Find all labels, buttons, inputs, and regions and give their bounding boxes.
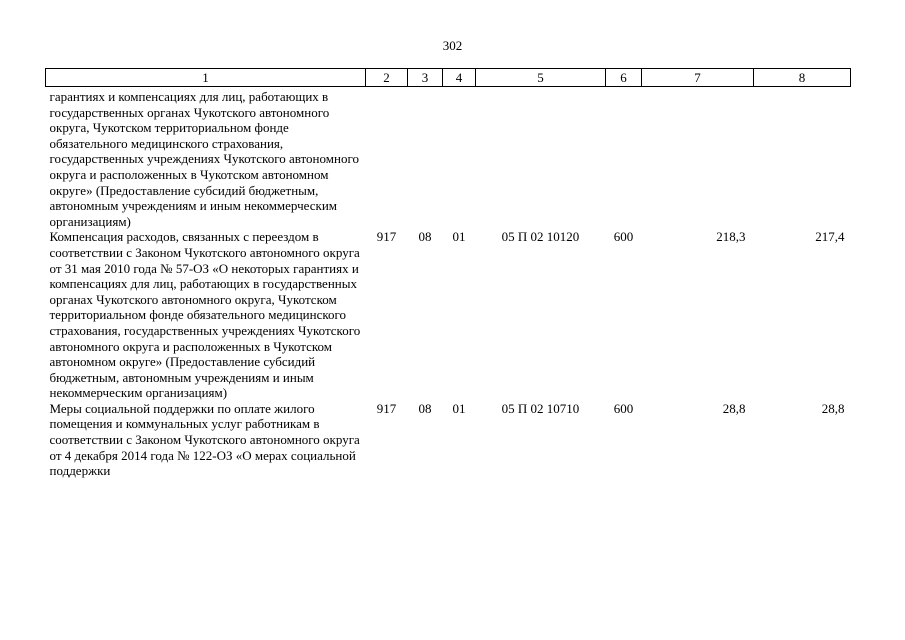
budget-table: 1 2 3 4 5 6 7 8 гарантиях и компенсациях… — [45, 68, 851, 479]
column-header-7: 7 — [641, 68, 754, 87]
row-ministry-code — [366, 87, 408, 230]
column-header-8: 8 — [753, 68, 851, 87]
table-row: Меры социальной поддержки по оплате жило… — [46, 401, 851, 479]
table-row: гарантиях и компенсациях для лиц, работа… — [46, 87, 851, 230]
row-expense-type: 600 — [613, 400, 634, 416]
row-amount-col7: 28,8 — [722, 400, 746, 416]
row-expense-type — [606, 87, 642, 230]
page-number: 302 — [442, 38, 463, 53]
row-subsection-code: 01 — [452, 229, 466, 245]
row-subsection-code — [443, 87, 476, 230]
row-amount-col7: 218,3 — [716, 229, 746, 245]
column-header-5: 5 — [475, 68, 606, 87]
row-description: Меры социальной поддержки по оплате жило… — [49, 400, 360, 479]
row-amount-col7 — [642, 87, 754, 230]
row-ministry-code: 917 — [376, 229, 397, 245]
row-amount-col8: 28,8 — [821, 400, 845, 416]
row-target-article: 05 П 02 10120 — [501, 229, 580, 245]
table-row: Компенсация расходов, связанных с переез… — [46, 229, 851, 401]
row-target-article — [476, 87, 606, 230]
row-section-code: 08 — [418, 229, 432, 245]
row-subsection-code: 01 — [452, 400, 466, 416]
row-expense-type: 600 — [613, 229, 634, 245]
row-section-code — [408, 87, 443, 230]
row-description: гарантиях и компенсациях для лиц, работа… — [49, 89, 359, 229]
row-amount-col8: 217,4 — [815, 229, 845, 245]
column-number-header-row: 1 2 3 4 5 6 7 8 — [45, 68, 851, 87]
column-header-1: 1 — [45, 68, 366, 87]
column-header-3: 3 — [407, 68, 443, 87]
row-ministry-code: 917 — [376, 400, 397, 416]
column-header-4: 4 — [442, 68, 476, 87]
column-header-6: 6 — [605, 68, 642, 87]
row-amount-col8 — [754, 87, 851, 230]
column-header-2: 2 — [365, 68, 408, 87]
row-section-code: 08 — [418, 400, 432, 416]
row-description: Компенсация расходов, связанных с переез… — [49, 229, 361, 401]
row-target-article: 05 П 02 10710 — [501, 400, 580, 416]
